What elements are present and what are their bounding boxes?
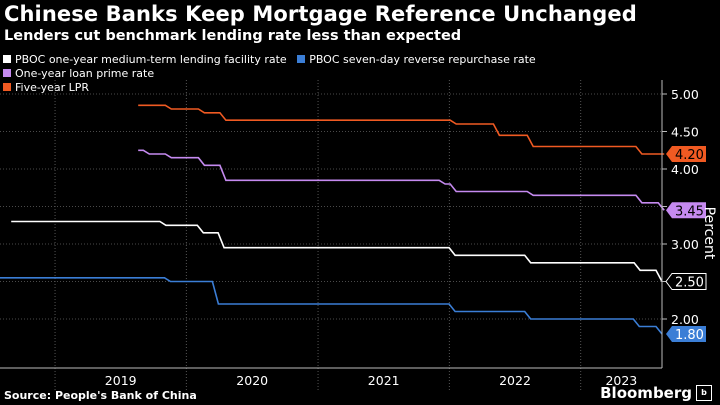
end-label-five-year-lpr: 4.20 xyxy=(666,146,706,163)
y-tick-label: 3.00 xyxy=(671,237,699,252)
x-tick-label: 2022 xyxy=(499,373,531,388)
brand-name: Bloomberg xyxy=(600,384,692,402)
x-tick-label: 2019 xyxy=(105,373,137,388)
source-note: Source: People's Bank of China xyxy=(4,389,197,402)
legend-item-one-year-lpr: One-year loan prime rate xyxy=(3,67,154,81)
end-label-text: 2.50 xyxy=(675,276,704,291)
y-tick-label: 5.00 xyxy=(671,87,699,102)
legend-label-five-year-lpr: Five-year LPR xyxy=(15,81,90,94)
end-label-pboc-one-year-medium-term-lending-facility-rate: 2.50 xyxy=(665,273,707,291)
chart-legend: PBOC one-year medium-term lending facili… xyxy=(3,53,663,95)
series-line-pboc-one-year-medium-term-lending-facility-rate xyxy=(11,220,663,282)
legend-swatch-mlf xyxy=(3,55,11,63)
legend-item-reverse-repo: PBOC seven-day reverse repurchase rate xyxy=(297,53,536,67)
series-layer xyxy=(0,104,665,335)
legend-swatch-one-year-lpr xyxy=(3,69,11,77)
series-line-one-year-loan-prime-rate xyxy=(138,149,665,211)
y-tick-label: 4.50 xyxy=(671,125,699,140)
end-label-text: 3.45 xyxy=(675,204,704,219)
end-label-text: 1.80 xyxy=(675,328,704,343)
x-tick-label: 2021 xyxy=(368,373,400,388)
grid-layer xyxy=(0,80,662,390)
chart-title: Chinese Banks Keep Mortgage Reference Un… xyxy=(4,2,637,26)
legend-label-reverse-repo: PBOC seven-day reverse repurchase rate xyxy=(309,53,536,66)
end-label-pboc-seven-day-reverse-repurchase-rate: 1.80 xyxy=(666,326,706,343)
end-label-badge xyxy=(666,202,706,219)
chart-subtitle: Lenders cut benchmark lending rate less … xyxy=(4,28,462,44)
end-label-text: 4.20 xyxy=(675,148,704,163)
legend-item-mlf: PBOC one-year medium-term lending facili… xyxy=(3,53,287,67)
end-label-badge xyxy=(666,326,706,342)
legend-swatch-five-year-lpr xyxy=(3,83,11,91)
x-tick-label: 2020 xyxy=(236,373,268,388)
brand-logo-icon: b xyxy=(696,385,712,401)
legend-label-mlf: PBOC one-year medium-term lending facili… xyxy=(15,53,287,66)
series-line-five-year-lpr xyxy=(138,104,665,155)
x-tick-label: 2023 xyxy=(605,373,637,388)
y-tick-label: 4.00 xyxy=(671,162,699,177)
y-tick-label: 2.00 xyxy=(671,312,699,327)
end-label-one-year-loan-prime-rate: 3.45 xyxy=(666,202,706,219)
series-line-pboc-seven-day-reverse-repurchase-rate xyxy=(0,277,663,335)
axis-layer: 5.004.504.003.503.002.502.00201920202021… xyxy=(0,80,707,388)
y-axis-label: Percent xyxy=(701,207,717,260)
legend-swatch-reverse-repo xyxy=(297,55,306,63)
end-label-badge xyxy=(666,146,706,162)
legend-item-five-year-lpr: Five-year LPR xyxy=(3,81,89,95)
brand: Bloomberg b xyxy=(600,384,712,402)
end-label-badge xyxy=(665,273,707,290)
legend-label-one-year-lpr: One-year loan prime rate xyxy=(15,67,155,80)
